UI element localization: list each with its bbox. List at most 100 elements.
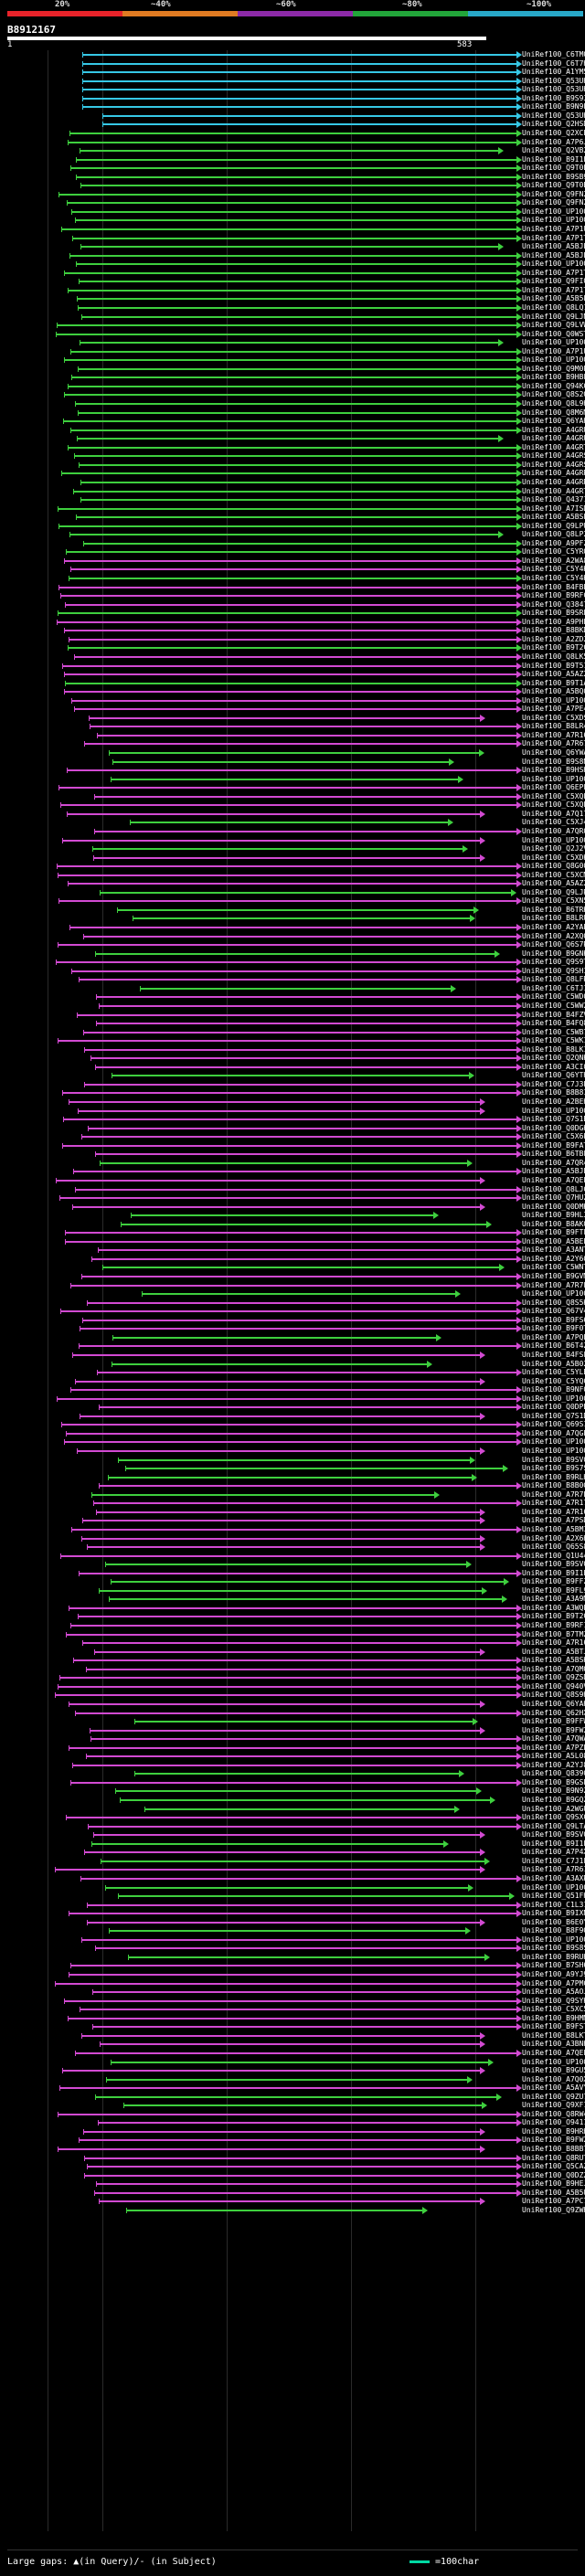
- hit-label[interactable]: UniRef100_A5BJE6: [522, 242, 585, 250]
- hit-label[interactable]: UniRef100_A7P1T7: [522, 286, 585, 294]
- hit-label[interactable]: UniRef100_A3ANT2: [522, 1246, 585, 1254]
- hit-alignment-bar[interactable]: [75, 1712, 517, 1714]
- hit-label[interactable]: UniRef100_Q8RW46: [522, 2110, 585, 2118]
- hit-row[interactable]: UniRef100_Q2XCE9: [0, 129, 585, 139]
- hit-label[interactable]: UniRef100_A7PE42: [522, 705, 585, 713]
- hit-label[interactable]: UniRef100_Q8G009: [522, 862, 585, 870]
- hit-alignment-bar[interactable]: [70, 1965, 517, 1966]
- hit-row[interactable]: UniRef100_Q2QNK9: [0, 1054, 585, 1064]
- hit-label[interactable]: UniRef100_B9I1E3: [522, 1569, 585, 1577]
- hit-label[interactable]: UniRef100_Q9T0B1: [522, 164, 585, 172]
- hit-label[interactable]: UniRef100_Q2HSD2: [522, 120, 585, 128]
- hit-row[interactable]: UniRef100_Q0DMK0: [0, 1203, 585, 1213]
- hit-label[interactable]: UniRef100_Q83900: [522, 1769, 585, 1777]
- hit-alignment-bar[interactable]: [73, 491, 517, 493]
- hit-alignment-bar[interactable]: [82, 54, 517, 56]
- hit-alignment-bar[interactable]: [80, 1328, 517, 1330]
- hit-label[interactable]: UniRef100_B4FQ81: [522, 1019, 585, 1027]
- hit-alignment-bar[interactable]: [95, 2096, 497, 2098]
- hit-row[interactable]: UniRef100_B9HEJ5: [0, 2179, 585, 2189]
- hit-row[interactable]: UniRef100_Q9FN26: [0, 190, 585, 200]
- hit-row[interactable]: UniRef100_C6TJ12: [0, 984, 585, 994]
- hit-label[interactable]: UniRef100_A5B5U7: [522, 2189, 585, 2197]
- hit-row[interactable]: UniRef100_A7ISD3: [0, 504, 585, 514]
- hit-alignment-bar[interactable]: [79, 464, 517, 466]
- hit-label[interactable]: UniRef100_C5XQL5: [522, 792, 585, 800]
- hit-alignment-bar[interactable]: [60, 1555, 517, 1557]
- hit-row[interactable]: UniRef100_Q5CAZ5: [0, 2162, 585, 2172]
- hit-row[interactable]: UniRef100_Q65S84: [0, 1542, 585, 1553]
- hit-alignment-bar[interactable]: [88, 1826, 517, 1828]
- hit-alignment-bar[interactable]: [63, 1118, 517, 1120]
- hit-row[interactable]: UniRef100_A7R168: [0, 731, 585, 741]
- hit-row[interactable]: UniRef100_A2BEH4: [0, 1097, 585, 1108]
- hit-row[interactable]: UniRef100_C5XDK0: [0, 853, 585, 864]
- hit-alignment-bar[interactable]: [59, 1677, 517, 1679]
- hit-alignment-bar[interactable]: [95, 953, 495, 955]
- hit-alignment-bar[interactable]: [68, 883, 517, 885]
- hit-alignment-bar[interactable]: [94, 831, 517, 832]
- hit-alignment-bar[interactable]: [90, 726, 517, 727]
- hit-alignment-bar[interactable]: [69, 1607, 517, 1609]
- hit-alignment-bar[interactable]: [94, 1651, 481, 1653]
- hit-row[interactable]: UniRef100_A2Y604: [0, 1255, 585, 1265]
- hit-label[interactable]: UniRef100_Q8LJC6: [522, 1185, 585, 1193]
- hit-row[interactable]: UniRef100_B9FW23: [0, 2136, 585, 2146]
- hit-row[interactable]: UniRef100_A4GRT2: [0, 487, 585, 497]
- hit-label[interactable]: UniRef100_B9FL90: [522, 1586, 585, 1595]
- hit-label[interactable]: UniRef100_B9HBF7: [522, 373, 585, 381]
- hit-alignment-bar[interactable]: [70, 568, 517, 570]
- hit-row[interactable]: UniRef100_B9S939: [0, 94, 585, 104]
- hit-alignment-bar[interactable]: [84, 1851, 481, 1853]
- hit-label[interactable]: UniRef100_A5BTJ5: [522, 1648, 585, 1656]
- hit-row[interactable]: UniRef100_B9SV05: [0, 1830, 585, 1840]
- hit-label[interactable]: UniRef100_B9S7S5: [522, 1464, 585, 1472]
- hit-label[interactable]: UniRef100_C7J1F5: [522, 1857, 585, 1865]
- hit-alignment-bar[interactable]: [84, 2157, 517, 2159]
- hit-label[interactable]: UniRef100_A7P1U1: [522, 225, 585, 233]
- hit-alignment-bar[interactable]: [71, 700, 517, 702]
- hit-row[interactable]: UniRef100_A1YM58: [0, 68, 585, 78]
- hit-alignment-bar[interactable]: [102, 123, 517, 125]
- hit-alignment-bar[interactable]: [87, 2166, 517, 2168]
- hit-alignment-bar[interactable]: [144, 1808, 455, 1810]
- hit-label[interactable]: UniRef100_A5AZ24: [522, 670, 585, 678]
- hit-alignment-bar[interactable]: [134, 1721, 473, 1723]
- hit-row[interactable]: UniRef100_B9NF05: [0, 1385, 585, 1395]
- hit-label[interactable]: UniRef100_UP1000...: [522, 2058, 585, 2066]
- hit-label[interactable]: UniRef100_A7P1U0: [522, 347, 585, 355]
- hit-label[interactable]: UniRef100_B9FFZ6: [522, 1577, 585, 1585]
- hit-label[interactable]: UniRef100_A3A9M6: [522, 1595, 585, 1603]
- hit-row[interactable]: UniRef100_Q94KC5: [0, 382, 585, 392]
- hit-alignment-bar[interactable]: [57, 865, 517, 867]
- hit-row[interactable]: UniRef100_B6TBF2: [0, 1150, 585, 1160]
- hit-label[interactable]: UniRef100_Q8S2Q5: [522, 390, 585, 398]
- hit-row[interactable]: UniRef100_B9HMM3: [0, 2014, 585, 2024]
- hit-alignment-bar[interactable]: [70, 351, 517, 353]
- hit-alignment-bar[interactable]: [66, 1817, 517, 1818]
- hit-row[interactable]: UniRef100_B8BB77: [0, 2145, 585, 2155]
- hit-label[interactable]: UniRef100_A5BSK4: [522, 1656, 585, 1664]
- hit-row[interactable]: UniRef100_A7QGE2: [0, 1429, 585, 1439]
- hit-alignment-bar[interactable]: [81, 316, 517, 318]
- hit-row[interactable]: UniRef100_B4FZV2: [0, 1011, 585, 1021]
- hit-alignment-bar[interactable]: [94, 796, 517, 798]
- hit-label[interactable]: UniRef100_A5BJE4: [522, 251, 585, 260]
- hit-alignment-bar[interactable]: [81, 2035, 481, 2037]
- hit-row[interactable]: UniRef100_A5B5L6: [0, 294, 585, 304]
- hit-label[interactable]: UniRef100_B9GNK2: [522, 949, 585, 958]
- hit-row[interactable]: UniRef100_B9I1E5: [0, 155, 585, 165]
- hit-label[interactable]: UniRef100_B9NF05: [522, 1385, 585, 1394]
- hit-row[interactable]: UniRef100_A5BTJ5: [0, 1648, 585, 1658]
- hit-row[interactable]: UniRef100_A7QR45: [0, 1159, 585, 1169]
- hit-row[interactable]: UniRef100_A5BQ02: [0, 687, 585, 697]
- hit-row[interactable]: UniRef100_B8B8I2: [0, 1088, 585, 1098]
- hit-label[interactable]: UniRef100_B6TRK5: [522, 906, 585, 914]
- hit-label[interactable]: UniRef100_B9SB92: [522, 173, 585, 181]
- hit-alignment-bar[interactable]: [80, 1878, 517, 1880]
- hit-alignment-bar[interactable]: [92, 2026, 517, 2028]
- hit-alignment-bar[interactable]: [60, 1310, 517, 1312]
- hit-label[interactable]: UniRef100_Q9ZWH1: [522, 2206, 585, 2214]
- hit-row[interactable]: UniRef100_C5WB76: [0, 1028, 585, 1038]
- hit-row[interactable]: UniRef100_Q8LQ10: [0, 303, 585, 313]
